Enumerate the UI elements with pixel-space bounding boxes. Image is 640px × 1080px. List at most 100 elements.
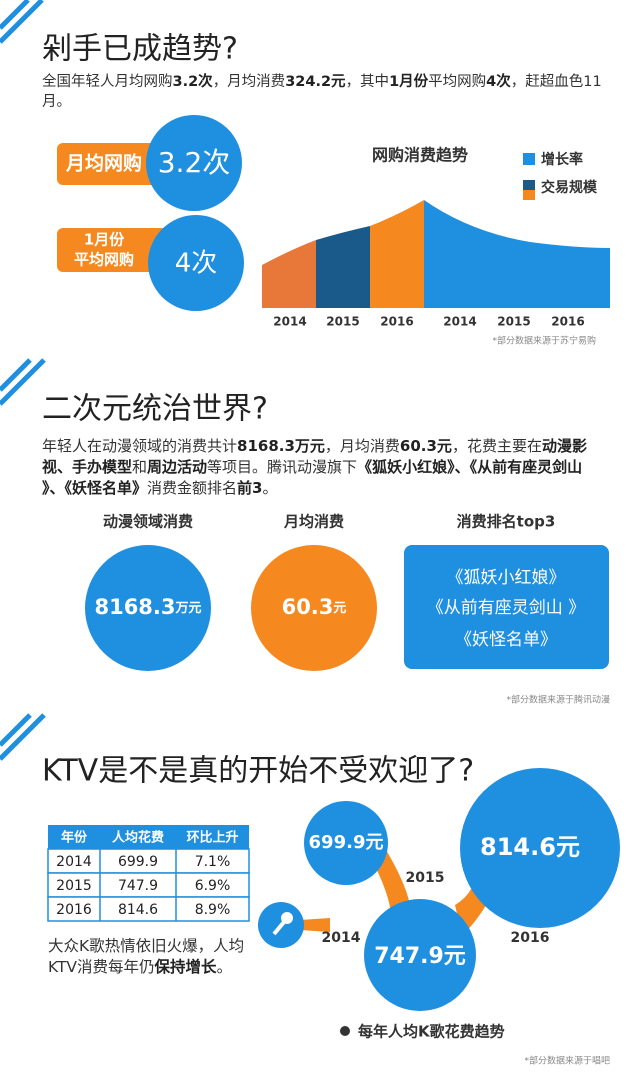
legend-swatch: [523, 153, 535, 165]
rank-box: [404, 545, 609, 669]
cell: 8.9%: [195, 902, 231, 918]
legend-label: 增长率: [541, 151, 583, 168]
text-run: 324.2元: [285, 74, 346, 90]
bubble: [364, 899, 476, 1011]
card-label: 月均消费: [283, 513, 344, 531]
text-run: 保持增长: [154, 958, 217, 976]
bubble: [304, 801, 388, 885]
text-run: 全国年轻人月均网购: [42, 74, 173, 90]
area-2015: [316, 226, 370, 308]
cell: 6.9%: [195, 878, 231, 894]
text-run: ，赶超血色11月。: [42, 74, 602, 110]
bubble: [460, 768, 620, 928]
text-run: 消费金额排名: [147, 479, 238, 497]
bubble-year: 2014: [322, 930, 361, 946]
text-run: ，月均消费: [324, 437, 400, 455]
note: 大众K歌热情依旧火爆，人均KTV消费每年仍保持增长。: [48, 936, 253, 978]
header-cell: 人均花费: [112, 830, 164, 846]
stat-label: 1月份: [84, 231, 125, 249]
header-cell: 年份: [61, 830, 88, 846]
title: KTV是不是真的开始不受欢迎了?: [42, 754, 474, 789]
rank-item: 《狐妖小红娘》: [447, 568, 566, 588]
x-label: 2016: [551, 315, 584, 329]
cell: 2015: [56, 878, 92, 894]
x-label: 2015: [497, 315, 530, 329]
cell: 814.6: [118, 902, 158, 918]
text-run: 等项目。腾讯动漫旗下: [207, 458, 358, 476]
stat-pill: [57, 228, 167, 272]
card-value: 60.3元: [282, 595, 347, 619]
text-run: ，花费主要在: [451, 437, 542, 455]
legend-label: 交易规模: [541, 179, 598, 196]
caption: 每年人均K歌花费趋势: [358, 1023, 505, 1041]
rank-item: 《从前有座灵剑山 》: [427, 598, 585, 618]
stat-circle: [148, 215, 244, 311]
x-labels: 2014 2015 2016 2014 2015 2016: [273, 315, 584, 329]
rank-item: 《妖怪名单》: [455, 630, 557, 650]
caption-dot: [340, 1026, 350, 1036]
intro: 全国年轻人月均网购3.2次，月均消费324.2元，其中1月份平均网购4次，赶超血…: [42, 72, 602, 112]
card-label: 消费排名top3: [457, 513, 556, 531]
stat-label: 平均网购: [74, 251, 134, 269]
text-run: 60.3元: [399, 437, 452, 455]
cell: 2016: [56, 902, 92, 918]
bubble-label: 814.6元: [480, 833, 580, 861]
text-run: 年轻人在动漫领域的消费共计: [42, 437, 238, 455]
bubble-year: 2015: [406, 870, 445, 886]
text-run: 和: [132, 458, 148, 476]
x-label: 2015: [326, 315, 359, 329]
legend-swatch: [523, 190, 535, 200]
stat-circle: [146, 115, 242, 211]
text-run: 动漫影视、手办模型: [42, 437, 587, 476]
cell: 7.1%: [195, 854, 231, 870]
stat-label: 月均网购: [65, 152, 142, 175]
x-label: 2014: [443, 315, 476, 329]
area-growth: [424, 200, 610, 308]
mic-icon: [272, 920, 286, 936]
area-2014: [262, 240, 316, 308]
x-label: 2014: [273, 315, 306, 329]
stat-value: 4次: [175, 249, 218, 279]
title: 剁手已成趋势?: [42, 32, 238, 67]
x-label: 2016: [380, 315, 413, 329]
text-run: ，其中: [345, 74, 390, 90]
table-header: [48, 825, 249, 849]
text-run: 周边活动: [147, 458, 208, 476]
text-run: 平均网购: [428, 74, 487, 90]
source: *部分数据来源于苏宁易购: [492, 335, 596, 347]
bubble-year: 2016: [511, 930, 550, 946]
card-label: 动漫领域消费: [103, 513, 193, 531]
text-run: 大众K歌热情依旧火爆，人均KTV消费每年仍: [48, 937, 245, 976]
table: 年份 人均花费 环比上升 2014 699.9 7.1% 2015 747.9 6.9% 2016…: [47, 825, 250, 922]
text-run: 前3: [237, 479, 263, 497]
table-row: [47, 848, 250, 874]
text-run: 《狐妖小红娘》、《从前有座灵剑山 》、《妖怪名单》: [42, 458, 583, 497]
stat-value: 3.2次: [158, 146, 231, 179]
text-run: ，月均消费: [212, 74, 286, 90]
area-2016: [370, 200, 424, 308]
header-cell: 环比上升: [186, 830, 238, 846]
text-run: 。: [216, 958, 233, 976]
connector: [300, 918, 330, 932]
text-run: 3.2次: [172, 74, 213, 90]
text-run: 。: [262, 479, 278, 497]
text-run: 8168.3万元: [237, 437, 325, 455]
bubble-label: 699.9元: [309, 832, 384, 853]
card-circle: [251, 545, 377, 671]
legend-swatch: [523, 180, 535, 190]
source: *部分数据来源于唱吧: [524, 1055, 610, 1067]
cell: 699.9: [118, 854, 158, 870]
intro: 年轻人在动漫领域的消费共计8168.3万元，月均消费60.3元，花费主要在动漫影…: [42, 436, 607, 499]
card-circle: [85, 545, 211, 671]
table-row: [47, 896, 250, 922]
stat-pill: [57, 143, 167, 185]
text-run: 4次: [486, 74, 511, 90]
text-run: 1月份: [389, 74, 429, 90]
bubble-label: 747.9元: [374, 944, 466, 969]
table-row: [47, 872, 250, 898]
source: *部分数据来源于腾讯动漫: [506, 694, 610, 706]
title: 二次元统治世界?: [42, 392, 268, 427]
card-value: 8168.3万元: [94, 595, 201, 619]
